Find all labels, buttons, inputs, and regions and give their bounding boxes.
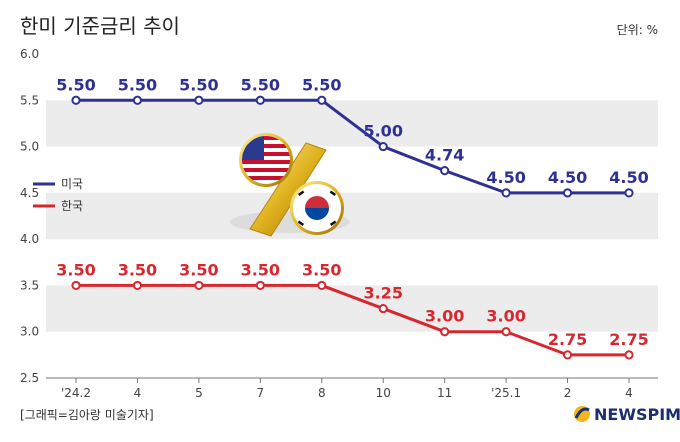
data-point: [132, 95, 143, 105]
data-label: 3.50: [56, 260, 95, 279]
x-tick-label: 4: [625, 386, 633, 400]
data-point: [562, 350, 573, 360]
data-point: [624, 188, 634, 198]
x-tick-label: 7: [257, 386, 265, 400]
data-label: 5.00: [363, 122, 402, 141]
data-point: [317, 95, 327, 105]
newspim-logo: NEWSPIM: [574, 405, 680, 424]
data-point: [71, 95, 81, 105]
data-label: 2.75: [548, 330, 587, 349]
data-point: [255, 280, 265, 291]
legend-label: 한국: [61, 199, 83, 213]
data-point: [440, 327, 450, 337]
data-label: 3.50: [241, 260, 280, 279]
y-axis-ticks: 6.0 5.5 5.0 4.5 4.0 3.5 3.0 2.5: [20, 47, 39, 385]
data-label: 5.50: [302, 75, 341, 94]
x-tick-label: 11: [437, 386, 452, 400]
y-tick-label: 3.0: [20, 325, 39, 339]
y-tick-label: 5.5: [20, 93, 39, 107]
data-label: 5.50: [241, 75, 280, 94]
series-layer: 5.50 5.50 5.50 5.50 5.50 5.00 4.74 4.50 4.50 4.50…: [56, 75, 649, 360]
x-tick-label: '25.1: [491, 386, 521, 400]
y-tick-label: 6.0: [20, 47, 39, 61]
data-label: 3.50: [302, 260, 341, 279]
data-point: [194, 280, 204, 291]
data-point: [132, 280, 143, 291]
data-label: 4.74: [425, 146, 464, 165]
data-point: [624, 350, 634, 360]
data-point: [562, 188, 573, 198]
background-bands: [46, 100, 658, 332]
grid-band: [46, 285, 658, 332]
y-tick-label: 4.0: [20, 232, 39, 246]
series-kr: 3.50 3.50 3.50 3.50 3.50 3.25 3.00 3.00 2.75 2.75: [56, 260, 649, 360]
data-point: [378, 141, 388, 152]
data-label: 3.50: [179, 260, 218, 279]
data-label: 3.50: [118, 260, 157, 279]
data-label: 4.50: [548, 168, 587, 187]
graphic-credit: [그래픽=김아랑 미술기자]: [20, 408, 154, 422]
series-us: 5.50 5.50 5.50 5.50 5.50 5.00 4.74 4.50 4.50 4.50: [56, 75, 649, 198]
data-point: [501, 327, 511, 337]
data-label: 2.75: [609, 330, 648, 349]
x-tick-label: 10: [376, 386, 391, 400]
data-point: [440, 166, 450, 176]
data-label: 4.50: [609, 168, 648, 187]
us-flag-icon: [242, 136, 290, 184]
y-tick-label: 4.5: [20, 186, 39, 200]
unit-label: 단위: %: [617, 23, 658, 37]
data-point: [71, 280, 81, 291]
data-label: 5.50: [56, 75, 95, 94]
data-label: 5.50: [118, 75, 157, 94]
data-point: [501, 188, 511, 198]
brand-name: NEWSPIM: [594, 405, 680, 424]
x-tick-label: 2: [564, 386, 572, 400]
data-point: [194, 95, 204, 105]
data-point: [255, 95, 265, 105]
x-tick-label: 8: [318, 386, 326, 400]
series-line: [76, 98, 629, 195]
data-label: 4.50: [486, 168, 525, 187]
chart-title: 한미 기준금리 추이: [20, 14, 180, 38]
percent-flag-emblem: [230, 133, 350, 237]
percent-slash: [249, 142, 327, 237]
kr-flag-icon: [293, 184, 341, 232]
grid-band: [46, 192, 658, 240]
data-label: 3.00: [425, 307, 464, 326]
y-tick-label: 5.0: [20, 140, 39, 154]
data-label: 3.25: [363, 284, 402, 303]
y-tick-label: 3.5: [20, 278, 39, 292]
data-label: 3.00: [486, 307, 525, 326]
newspim-logo-swoosh: [574, 407, 590, 419]
data-label: 5.50: [179, 75, 218, 94]
data-point: [378, 303, 388, 314]
legend-label: 미국: [61, 177, 83, 191]
x-tick-label: '24.2: [61, 386, 91, 400]
y-tick-label: 2.5: [20, 371, 39, 385]
x-tick-label: 4: [134, 386, 142, 400]
x-tick-label: 5: [195, 386, 203, 400]
x-axis: '24.2 4 5 7 8 10 11 '25.1 2 4: [46, 377, 658, 400]
data-point: [317, 280, 327, 291]
series-line: [76, 283, 629, 357]
